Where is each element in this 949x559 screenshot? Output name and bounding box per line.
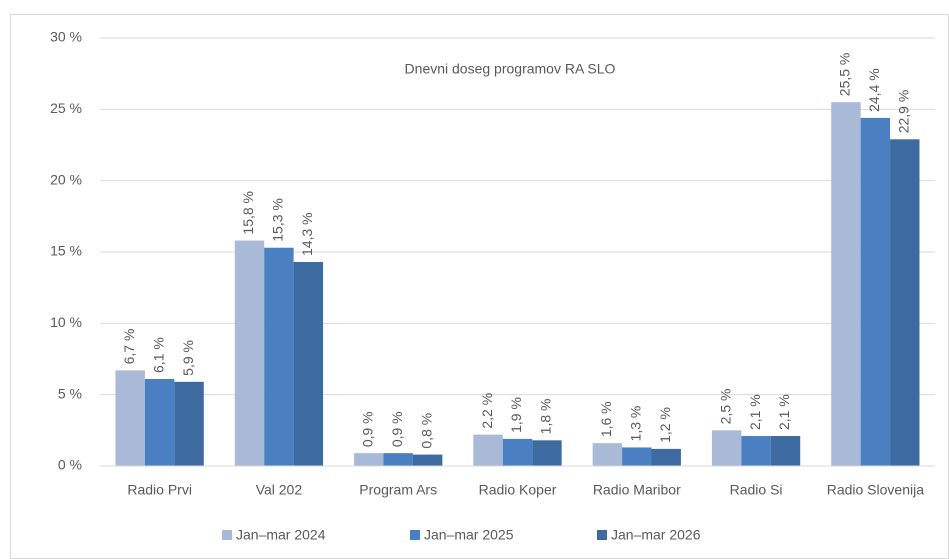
x-tick-label: Radio Prvi (127, 482, 192, 498)
bar (115, 370, 145, 466)
value-label: 22,9 % (895, 90, 911, 134)
bar (383, 453, 413, 466)
bar (473, 434, 503, 466)
bar (174, 381, 204, 466)
value-label: 0,8 % (418, 413, 434, 449)
legend-swatch (410, 530, 420, 540)
bar (651, 448, 681, 466)
value-label: 15,8 % (240, 191, 256, 235)
x-tick-label: Radio Slovenija (827, 482, 924, 498)
legend-swatch (222, 530, 232, 540)
value-label: 1,9 % (508, 397, 524, 433)
bar (234, 240, 265, 466)
value-label: 6,7 % (121, 329, 137, 365)
legend-label: Jan–mar 2024 (236, 527, 326, 543)
value-label: 2,5 % (717, 389, 733, 425)
legend-label: Jan–mar 2025 (424, 527, 514, 543)
x-tick-label: Radio Koper (479, 482, 557, 498)
bar (831, 102, 861, 466)
value-label: 15,3 % (270, 198, 286, 242)
x-tick-label: Val 202 (256, 482, 303, 498)
y-tick-label: 15 % (50, 243, 82, 259)
value-label: 2,1 % (747, 394, 763, 430)
x-tick-label: Radio Maribor (593, 482, 681, 498)
chart-frame (10, 14, 949, 559)
y-tick-label: 25 % (50, 100, 82, 116)
x-tick-label: Program Ars (359, 482, 437, 498)
value-label: 1,6 % (598, 401, 614, 437)
legend-label: Jan–mar 2026 (611, 527, 701, 543)
value-label: 0,9 % (359, 411, 375, 447)
bar (144, 378, 175, 466)
value-label: 1,8 % (538, 399, 554, 435)
y-tick-label: 5 % (58, 385, 82, 401)
legend-swatch (597, 530, 607, 540)
value-label: 5,9 % (180, 340, 196, 376)
bar (293, 261, 324, 466)
y-tick-label: 20 % (50, 171, 82, 187)
value-label: 24,4 % (866, 68, 882, 112)
bar (592, 443, 623, 466)
y-tick-label: 10 % (50, 314, 82, 330)
chart-title: Dnevni doseg programov RA SLO (405, 61, 616, 77)
bar (354, 453, 384, 466)
bar (741, 436, 771, 466)
value-label: 0,9 % (389, 411, 405, 447)
bar (622, 447, 652, 466)
value-label: 2,2 % (479, 393, 495, 429)
value-label: 1,2 % (657, 407, 673, 443)
value-label: 14,3 % (299, 212, 315, 256)
bar (532, 440, 562, 466)
value-label: 6,1 % (150, 337, 166, 373)
bar (711, 430, 742, 466)
value-label: 2,1 % (776, 394, 792, 430)
bar (412, 454, 443, 466)
x-tick-label: Radio Si (730, 482, 783, 498)
bar (770, 436, 801, 466)
value-label: 1,3 % (627, 406, 643, 442)
value-label: 25,5 % (837, 53, 853, 97)
bar (502, 438, 533, 466)
bar (264, 247, 294, 466)
bar (890, 139, 920, 466)
bar (860, 117, 891, 466)
y-tick-label: 0 % (58, 457, 82, 473)
y-tick-label: 30 % (50, 29, 82, 45)
